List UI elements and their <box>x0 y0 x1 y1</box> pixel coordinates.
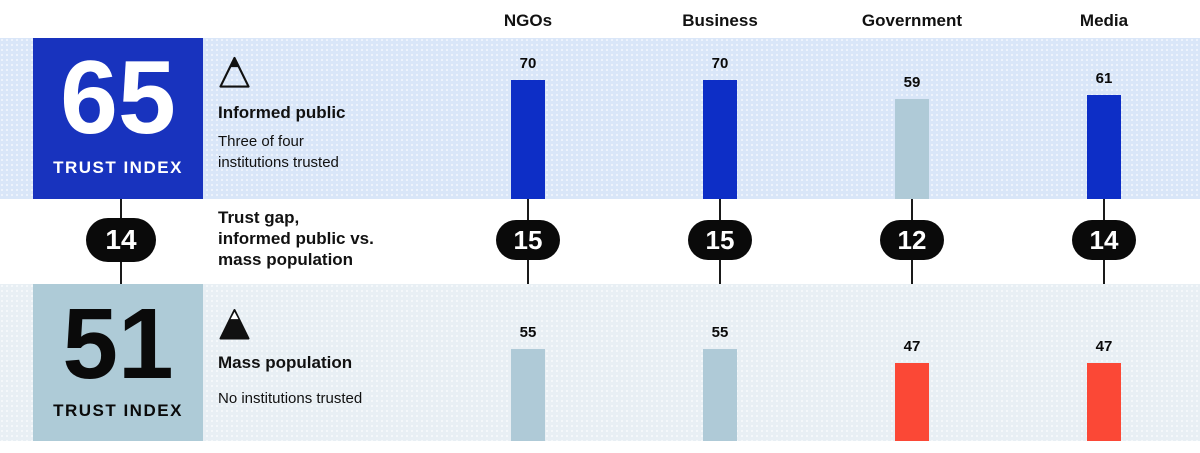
informed-bar-government <box>895 99 929 199</box>
informed-bar-value: 70 <box>519 55 537 72</box>
mass-trust-index-value: 51 <box>62 288 174 400</box>
pyramid-base-icon <box>219 308 250 346</box>
mass-trust-index-box: 51 TRUST INDEX <box>33 284 203 441</box>
mass-bar-government <box>895 363 929 441</box>
informed-bar-value: 61 <box>1095 70 1113 87</box>
informed-trust-index-value: 65 <box>60 40 176 156</box>
mass-population-subtitle: No institutions trusted <box>218 390 363 407</box>
informed-public-title: Informed public <box>218 103 346 122</box>
informed-public-subtitle: Three of four institutions trusted <box>218 133 339 171</box>
informed-bar-value: 70 <box>711 55 729 72</box>
trust-gap-pill-media: 14 <box>1072 220 1136 260</box>
informed-trust-index-box: 65 TRUST INDEX <box>33 38 203 199</box>
column-header-ngos: NGOs <box>503 11 553 30</box>
trust-gap-pill-business: 15 <box>688 220 752 260</box>
trust-gap-pill-government: 12 <box>880 220 944 260</box>
mass-bar-value: 47 <box>1095 338 1113 355</box>
mass-bar-media <box>1087 363 1121 441</box>
column-header-media: Media <box>1079 11 1129 30</box>
informed-bar-ngos <box>511 80 545 199</box>
column-header-government: Government <box>861 11 963 30</box>
pyramid-top-icon <box>219 56 250 94</box>
trust-gap-label: Trust gap, informed public vs. mass popu… <box>218 208 374 269</box>
mass-population-title: Mass population <box>218 353 353 372</box>
trust-gap-pill-ngos: 15 <box>496 220 560 260</box>
column-header-business: Business <box>682 11 758 30</box>
mass-bar-value: 47 <box>903 338 921 355</box>
mass-bar-ngos <box>511 349 545 441</box>
mass-trust-index-label: TRUST INDEX <box>53 401 183 420</box>
mass-bar-business <box>703 349 737 441</box>
mass-bar-value: 55 <box>711 324 729 341</box>
informed-bar-media <box>1087 95 1121 199</box>
informed-bar-value: 59 <box>903 74 921 91</box>
mass-bar-value: 55 <box>519 324 537 341</box>
informed-bar-business <box>703 80 737 199</box>
overall-trust-gap-value: 14 <box>105 224 137 255</box>
informed-trust-index-label: TRUST INDEX <box>53 158 183 177</box>
overall-trust-gap-pill: 14 <box>86 218 156 262</box>
